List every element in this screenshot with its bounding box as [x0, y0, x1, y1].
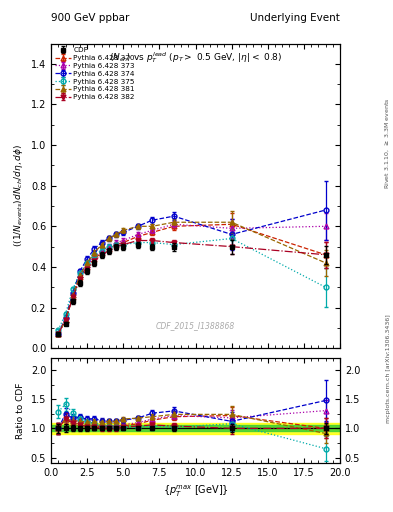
X-axis label: $\{p_T^{max}$ [GeV]$\}$: $\{p_T^{max}$ [GeV]$\}$: [163, 484, 228, 499]
Text: $\langle N_{ch}\rangle$ vs $p_T^{lead}$ ($p_T >$ 0.5 GeV, $|\eta| <$ 0.8): $\langle N_{ch}\rangle$ vs $p_T^{lead}$ …: [109, 50, 282, 65]
Bar: [51, 422, 340, 434]
Text: 900 GeV ppbar: 900 GeV ppbar: [51, 13, 129, 23]
Bar: [51, 425, 340, 431]
Legend: CDF, Pythia 6.428 370, Pythia 6.428 373, Pythia 6.428 374, Pythia 6.428 375, Pyt: CDF, Pythia 6.428 370, Pythia 6.428 373,…: [53, 46, 136, 102]
Text: mcplots.cern.ch [arXiv:1306.3436]: mcplots.cern.ch [arXiv:1306.3436]: [386, 314, 391, 423]
Text: Rivet 3.1.10, $\geq$ 3.3M events: Rivet 3.1.10, $\geq$ 3.3M events: [384, 98, 391, 189]
Text: CDF_2015_I1388868: CDF_2015_I1388868: [156, 321, 235, 330]
Y-axis label: Ratio to CDF: Ratio to CDF: [16, 382, 25, 439]
Text: Underlying Event: Underlying Event: [250, 13, 340, 23]
Y-axis label: $((1/N_{events}) dN_{ch}/d\eta, d\phi)$: $((1/N_{events}) dN_{ch}/d\eta, d\phi)$: [12, 144, 25, 247]
